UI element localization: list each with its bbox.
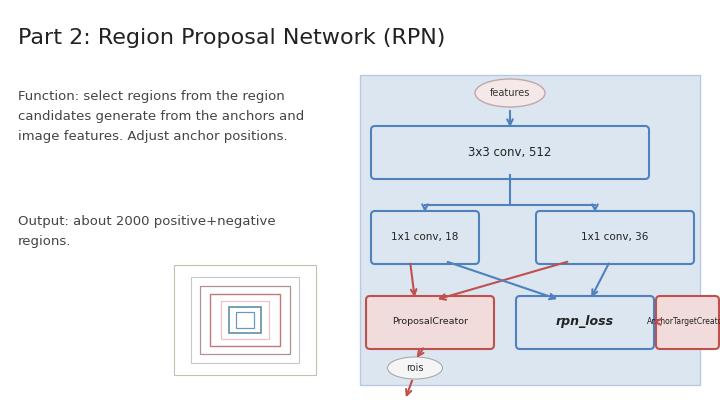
FancyBboxPatch shape	[656, 296, 719, 349]
Text: AnchorTargetCreator: AnchorTargetCreator	[647, 318, 720, 326]
Bar	[235, 312, 254, 328]
Text: features: features	[490, 88, 530, 98]
FancyBboxPatch shape	[371, 126, 649, 179]
Bar	[200, 286, 289, 354]
Bar	[174, 265, 315, 375]
FancyBboxPatch shape	[360, 75, 700, 385]
Text: rois: rois	[406, 363, 424, 373]
Bar	[210, 294, 279, 346]
Bar	[229, 307, 261, 333]
Text: Output: about 2000 positive+negative
regions.: Output: about 2000 positive+negative reg…	[18, 215, 276, 248]
Text: 1x1 conv, 36: 1x1 conv, 36	[581, 232, 649, 242]
Bar	[191, 277, 299, 362]
Text: Part 2: Region Proposal Network (RPN): Part 2: Region Proposal Network (RPN)	[18, 28, 446, 48]
Text: 3x3 conv, 512: 3x3 conv, 512	[468, 145, 552, 158]
FancyBboxPatch shape	[516, 296, 654, 349]
FancyBboxPatch shape	[536, 211, 694, 264]
Bar	[220, 301, 269, 339]
Text: Function: select regions from the region
candidates generate from the anchors an: Function: select regions from the region…	[18, 90, 305, 143]
FancyBboxPatch shape	[366, 296, 494, 349]
FancyBboxPatch shape	[371, 211, 479, 264]
Ellipse shape	[475, 79, 545, 107]
Text: ProposalCreator: ProposalCreator	[392, 318, 468, 326]
Text: rpn_loss: rpn_loss	[556, 315, 614, 328]
Ellipse shape	[387, 357, 443, 379]
Text: 1x1 conv, 18: 1x1 conv, 18	[391, 232, 459, 242]
